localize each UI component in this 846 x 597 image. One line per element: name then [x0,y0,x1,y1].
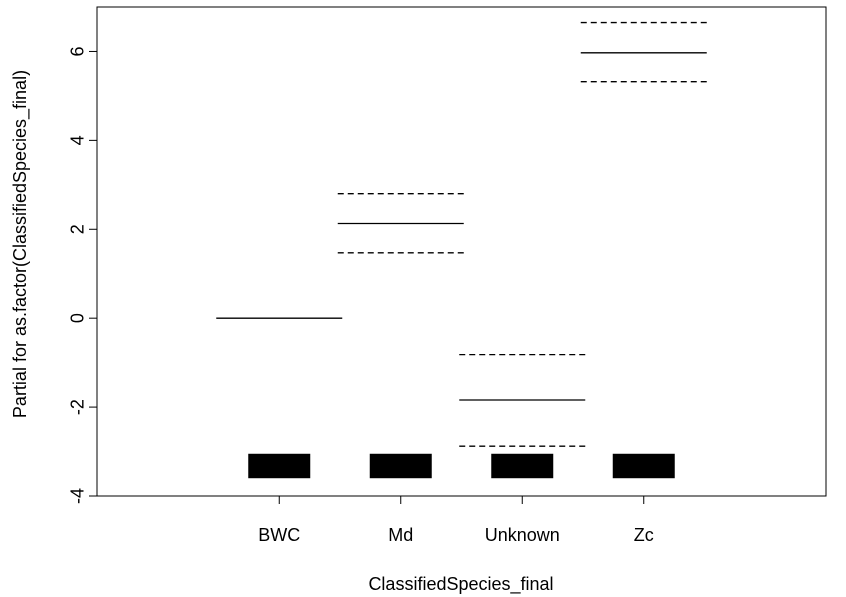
plot-marks [216,21,707,479]
y-tick-label: 2 [67,224,87,234]
y-tick-label: 4 [67,135,87,145]
y-tick-label: -4 [67,488,87,504]
rug-block-zc [612,453,675,479]
x-axis-label: ClassifiedSpecies_final [368,574,553,595]
x-tick-label-unknown: Unknown [485,525,560,545]
x-axis: BWC Md Unknown Zc [258,496,654,545]
x-tick-label-bwc: BWC [258,525,300,545]
rug-block-bwc [248,453,311,479]
y-axis: -4 -2 0 2 4 6 [67,46,97,504]
plot-frame [96,6,827,497]
rug-block-md [369,453,432,479]
y-tick-label: 6 [67,46,87,56]
x-tick-label-md: Md [388,525,413,545]
rug-block-unknown [491,453,554,479]
y-tick-label: -2 [67,399,87,415]
y-axis-label: Partial for as.factor(ClassifiedSpecies_… [10,70,31,418]
x-tick-label-zc: Zc [634,525,654,545]
y-tick-label: 0 [67,313,87,323]
